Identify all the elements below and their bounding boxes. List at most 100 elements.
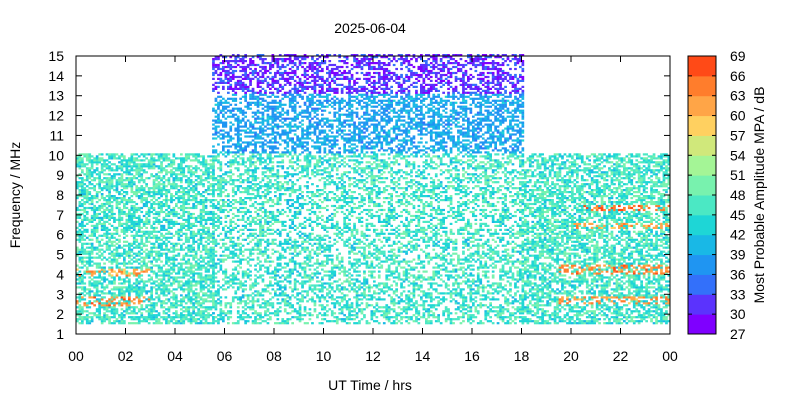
heatmap-cell [212, 218, 215, 221]
heatmap-cell [123, 268, 126, 271]
heatmap-cell [259, 101, 262, 104]
heatmap-cell [204, 320, 208, 323]
heatmap-cell [175, 167, 178, 170]
heatmap-cell [167, 222, 171, 225]
heatmap-cell [254, 151, 257, 154]
heatmap-cell [251, 131, 255, 134]
heatmap-cell [212, 165, 215, 168]
heatmap-cell [251, 111, 255, 114]
heatmap-cell [271, 204, 275, 208]
heatmap-cell [110, 197, 114, 200]
heatmap-cell [180, 312, 183, 315]
heatmap-cell [98, 153, 101, 156]
heatmap-cell [234, 62, 238, 65]
heatmap-cell [165, 201, 168, 204]
heatmap-cell [98, 187, 101, 190]
heatmap-cell [264, 165, 267, 168]
heatmap-cell [130, 212, 134, 216]
heatmap-cell [251, 143, 255, 146]
heatmap-cell [271, 99, 275, 102]
heatmap-cell [76, 181, 79, 184]
heatmap-cell [256, 167, 260, 170]
heatmap-cell [128, 165, 131, 168]
heatmap-cell [192, 294, 195, 297]
heatmap-cell [194, 288, 198, 291]
heatmap-cell [278, 322, 282, 325]
heatmap-cell [93, 169, 96, 172]
heatmap-cell [224, 123, 228, 126]
heatmap-cell [98, 314, 101, 317]
heatmap-cell [249, 62, 252, 65]
heatmap-cell [249, 274, 252, 277]
heatmap-cell [259, 97, 262, 100]
heatmap-cell [132, 206, 136, 210]
heatmap-cell [271, 109, 275, 112]
heatmap-cell [125, 270, 129, 273]
heatmap-cell [259, 159, 262, 162]
heatmap-cell [125, 240, 129, 243]
heatmap-cell [256, 292, 260, 295]
heatmap-cell [113, 197, 116, 200]
heatmap-cell [172, 276, 176, 279]
heatmap-cell [78, 173, 82, 176]
heatmap-cell [256, 202, 260, 206]
heatmap-cell [264, 197, 267, 200]
heatmap-cell [269, 199, 272, 202]
heatmap-cell [204, 236, 208, 239]
heatmap-cell [175, 320, 178, 323]
heatmap-cell [288, 238, 292, 241]
heatmap-cell [207, 189, 210, 192]
heatmap-cell [142, 320, 146, 323]
heatmap-cell [125, 214, 129, 218]
heatmap-cell [271, 81, 275, 84]
heatmap-cell [219, 81, 223, 84]
heatmap-cell [187, 171, 191, 174]
heatmap-cell [115, 250, 119, 253]
heatmap-cell [142, 242, 146, 245]
heatmap-cell [135, 202, 139, 206]
heatmap-cell [234, 260, 238, 263]
heatmap-cell [276, 69, 280, 73]
heatmap-cell [259, 264, 262, 267]
heatmap-cell [261, 131, 265, 134]
heatmap-cell [254, 177, 257, 180]
heatmap-cell [264, 210, 267, 214]
heatmap-cell [81, 230, 84, 233]
heatmap-cell [246, 208, 250, 212]
heatmap-cell [239, 199, 242, 202]
heatmap-cell [219, 165, 223, 168]
heatmap-cell [207, 171, 210, 174]
heatmap-cell [288, 151, 292, 154]
heatmap-cell [209, 201, 213, 204]
heatmap-cell [167, 292, 171, 295]
heatmap-cell [251, 292, 255, 295]
heatmap-cell [199, 260, 203, 263]
heatmap-cell [160, 270, 163, 273]
heatmap-cell [286, 183, 290, 186]
heatmap-cell [155, 316, 158, 319]
heatmap-cell [108, 244, 111, 247]
heatmap-cell [182, 218, 186, 221]
heatmap-cell [115, 302, 119, 305]
heatmap-cell [175, 294, 178, 297]
heatmap-cell [234, 282, 238, 285]
heatmap-cell [246, 228, 250, 231]
heatmap-cell [264, 71, 267, 75]
heatmap-cell [256, 79, 260, 82]
heatmap-cell [142, 220, 146, 223]
heatmap-cell [132, 193, 136, 196]
heatmap-cell [197, 314, 200, 317]
heatmap-cell [251, 298, 255, 301]
heatmap-cell [219, 183, 223, 186]
heatmap-cell [83, 183, 87, 186]
heatmap-cell [239, 109, 242, 112]
heatmap-cell [278, 252, 282, 255]
heatmap-cell [172, 179, 176, 182]
heatmap-cell [150, 199, 153, 202]
heatmap-cell [219, 208, 223, 212]
heatmap-cell [187, 220, 191, 223]
heatmap-cell [194, 201, 198, 204]
heatmap-cell [103, 228, 106, 231]
heatmap-cell [269, 67, 272, 71]
heatmap-cell [187, 268, 191, 271]
